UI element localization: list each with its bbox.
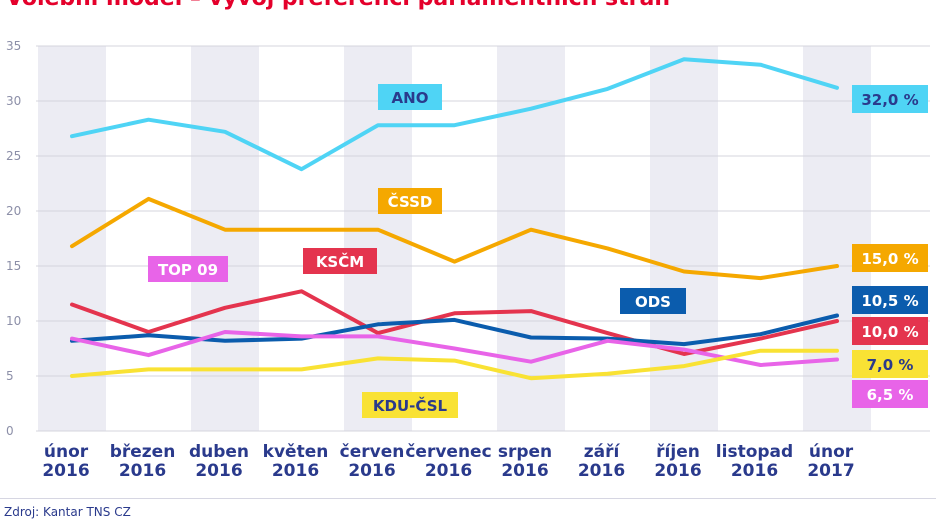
column-band: [38, 46, 106, 431]
x-tick-label: září 2016: [578, 442, 625, 481]
x-tick-label: březen 2016: [110, 442, 176, 481]
end-value-labels: 32,0 % 15,0 % 10,0 % 10,5 % 6,5 % 7,0 %: [852, 85, 928, 408]
y-tick-label: 5: [6, 369, 14, 383]
end-value-label: 10,0 %: [852, 317, 928, 345]
grid-lines: [36, 45, 930, 432]
svg-text:KSČM: KSČM: [316, 252, 364, 271]
column-bands: [38, 46, 871, 431]
series-line-kdu-sl: [70, 348, 839, 381]
end-value-label: 10,5 %: [852, 286, 928, 314]
x-tick-label: červen 2016: [340, 442, 405, 481]
series-name-label: KSČM: [303, 248, 377, 274]
x-axis-ticks: únor 2016 březen 2016 duben 2016 květen 2016 čer…: [42, 442, 854, 481]
footer-divider: [0, 498, 936, 499]
svg-text:10,0 %: 10,0 %: [861, 323, 918, 341]
series-name-label: ČSSD: [378, 188, 442, 214]
series-line--ssd: [70, 196, 839, 281]
y-tick-label: 15: [6, 259, 21, 273]
y-tick-label: 35: [6, 39, 21, 53]
svg-text:15,0 %: 15,0 %: [861, 250, 918, 268]
svg-text:6,5 %: 6,5 %: [867, 386, 914, 404]
x-tick-label: říjen 2016: [654, 442, 701, 481]
series-name-label: ODS: [620, 288, 686, 314]
x-tick-label: únor 2017: [807, 442, 854, 481]
column-band: [650, 46, 718, 431]
y-tick-label: 30: [6, 94, 21, 108]
end-value-label: 15,0 %: [852, 244, 928, 272]
x-tick-label: srpen 2016: [498, 442, 552, 481]
svg-text:ANO: ANO: [392, 89, 429, 107]
end-value-label: 32,0 %: [852, 85, 928, 113]
svg-text:TOP 09: TOP 09: [158, 261, 218, 279]
svg-text:7,0 %: 7,0 %: [867, 356, 914, 374]
series-lines: [70, 57, 839, 381]
chart-title: Volební model – vývoj preferencí parlame…: [6, 0, 670, 11]
series-name-label: TOP 09: [148, 256, 228, 282]
x-tick-label: duben 2016: [189, 442, 249, 481]
source-note: Zdroj: Kantar TNS CZ: [4, 505, 131, 519]
x-tick-label: červenec 2016: [405, 442, 491, 481]
x-tick-label: listopad 2016: [716, 442, 793, 481]
svg-text:ČSSD: ČSSD: [388, 192, 433, 211]
series-line-ks-m: [70, 289, 839, 356]
svg-text:10,5 %: 10,5 %: [861, 292, 918, 310]
y-tick-label: 10: [6, 314, 21, 328]
y-tick-label: 0: [6, 424, 14, 438]
end-value-label: 7,0 %: [852, 350, 928, 378]
series-line-top-09: [70, 330, 839, 367]
series-labels: ANO ČSSD KSČM ODS TOP 09 KDU-ČSL: [148, 84, 686, 418]
end-value-label: 6,5 %: [852, 380, 928, 408]
svg-text:KDU-ČSL: KDU-ČSL: [373, 396, 448, 415]
x-tick-label: květen 2016: [263, 442, 329, 481]
column-band: [191, 46, 259, 431]
y-axis-ticks: 0 5 10 15 20 25 30 35: [6, 39, 21, 438]
svg-text:32,0 %: 32,0 %: [861, 91, 918, 109]
series-line-ano: [70, 57, 839, 172]
series-name-label: KDU-ČSL: [362, 392, 458, 418]
line-chart: 0 5 10 15 20 25 30 35 únor 2016 březen 2016 duben 20…: [6, 39, 930, 481]
series-name-label: ANO: [378, 84, 442, 110]
x-tick-label: únor 2016: [42, 442, 89, 481]
y-tick-label: 20: [6, 204, 21, 218]
y-tick-label: 25: [6, 149, 21, 163]
svg-text:ODS: ODS: [635, 293, 671, 311]
